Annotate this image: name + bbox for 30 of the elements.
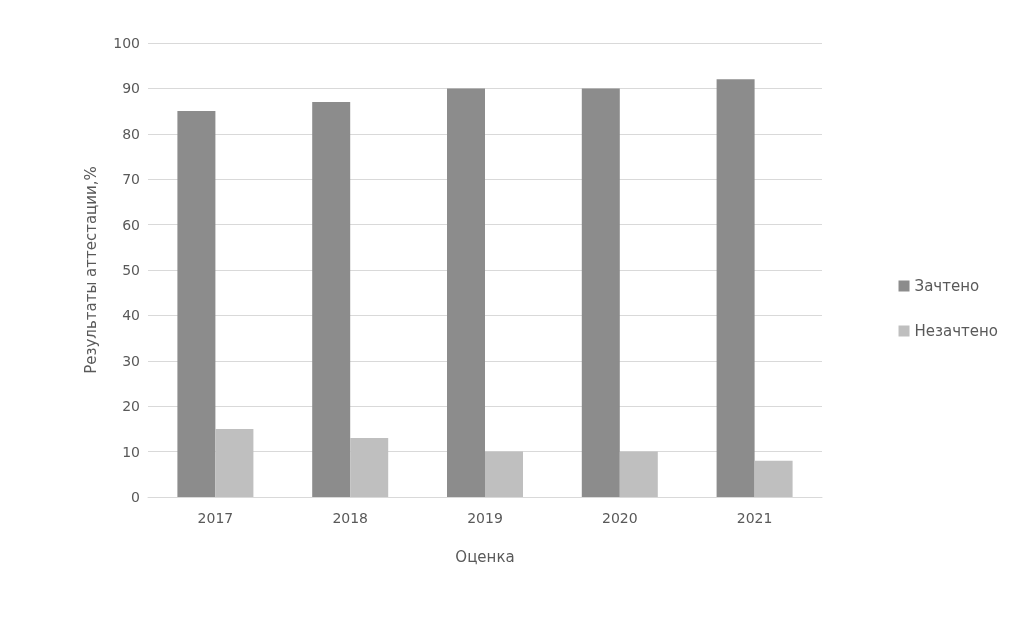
x-tick-label: 2018 (332, 510, 369, 526)
bar (350, 437, 389, 497)
y-tick-label: 10 (122, 443, 140, 460)
y-tick-label: 70 (122, 171, 140, 188)
bar (754, 460, 793, 497)
x-tick-label: 2020 (601, 510, 638, 526)
x-tick-label: 2019 (467, 510, 503, 526)
bar (485, 451, 523, 497)
y-tick-label: 100 (113, 35, 140, 51)
bar (312, 102, 351, 497)
legend-label: Незачтено (914, 322, 999, 340)
y-tick-label: 0 (131, 489, 140, 505)
x-axis-title: Оценка (455, 547, 515, 566)
x-tick-label: 2021 (736, 510, 773, 526)
y-tick-label: 90 (122, 80, 140, 97)
bar (619, 451, 658, 497)
y-axis-title: Результаты аттестации,% (81, 166, 100, 374)
y-tick-label: 30 (122, 352, 140, 369)
y-tick-label: 80 (122, 125, 140, 142)
bar (215, 428, 254, 497)
y-tick-label: 40 (122, 307, 140, 324)
bar (177, 111, 216, 497)
y-tick-label: 60 (122, 216, 140, 233)
bar (716, 79, 755, 497)
bar (447, 88, 485, 497)
bar (581, 88, 620, 497)
y-tick-label: 50 (122, 262, 140, 278)
y-tick-label: 20 (122, 398, 140, 415)
x-tick-label: 2017 (197, 510, 234, 526)
legend-label: Зачтено (914, 277, 980, 295)
